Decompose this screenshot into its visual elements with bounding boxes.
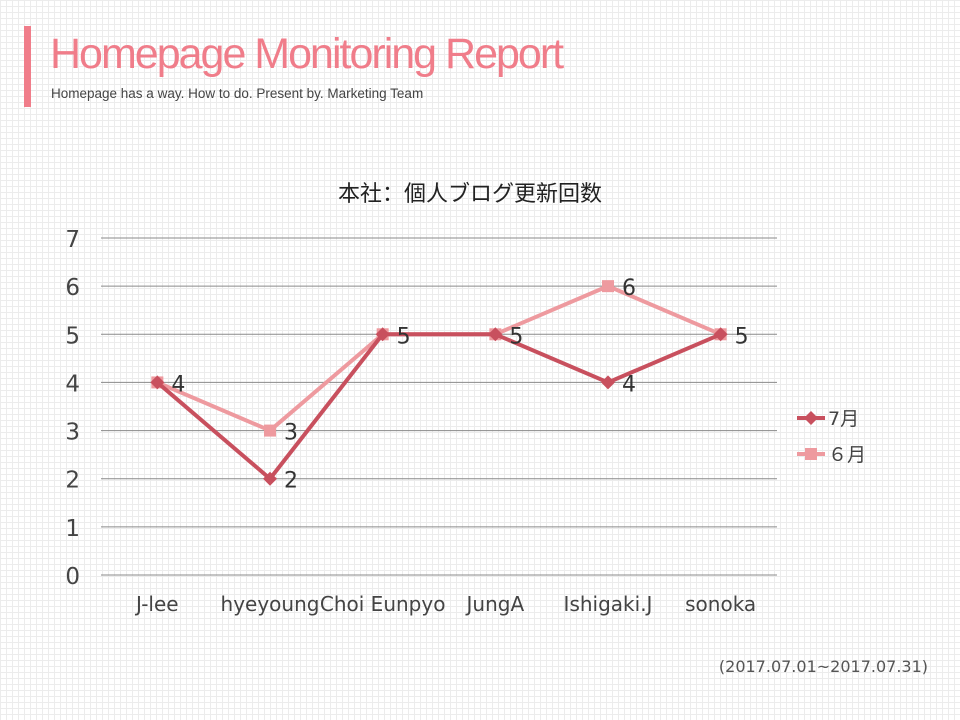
x-axis-tick-labels: J-lee hyeyoung Choi Eunpyo JungA Ishigaki.J s… (134, 592, 756, 616)
x-tick-label: hyeyoung (221, 592, 320, 616)
chart-title: 本社：個人ブログ更新回数 (338, 182, 602, 207)
series-line (155, 284, 723, 433)
y-tick-label: 7 (65, 227, 80, 253)
y-tick-label: 5 (65, 323, 80, 349)
data-label: 5 (397, 324, 411, 349)
series-point (602, 280, 614, 293)
header-accent-bar (24, 26, 31, 107)
y-tick-label: 6 (65, 275, 80, 301)
series-point (150, 375, 165, 390)
series-point (375, 327, 390, 342)
series-line (155, 332, 723, 481)
y-tick-label: 4 (65, 371, 80, 397)
y-tick-label: 3 (65, 420, 80, 446)
y-tick-label: 1 (65, 516, 80, 542)
data-label: 5 (735, 324, 749, 349)
chart-gridlines (101, 237, 777, 576)
chart-legend: 7月 ６月 (797, 408, 866, 466)
y-tick-label: 0 (65, 564, 80, 590)
legend-label: 7月 (828, 408, 859, 430)
legend-label: ６月 (828, 444, 866, 466)
data-label: 4 (171, 372, 185, 397)
series-point (713, 327, 728, 342)
chart-data-labels: 4 3 5 5 6 5 2 4 (171, 276, 748, 494)
data-label: 5 (509, 324, 523, 349)
report-period: (2017.07.01~2017.07.31) (718, 657, 928, 676)
data-label: 6 (622, 276, 636, 301)
x-tick-label: Ishigaki.J (564, 592, 653, 616)
y-axis-tick-labels: 0 1 2 3 4 5 6 7 (65, 227, 80, 590)
series-point (264, 424, 276, 437)
x-tick-label: sonoka (685, 592, 756, 616)
page-title: Homepage Monitoring Report (50, 30, 564, 78)
data-label: 2 (284, 469, 298, 494)
page-subtitle: Homepage has a way. How to do. Present b… (51, 86, 424, 101)
x-tick-label: J-lee (134, 592, 179, 616)
y-tick-label: 2 (65, 468, 80, 494)
series-point (263, 471, 277, 486)
x-tick-label: JungA (465, 592, 525, 616)
legend-marker (804, 411, 818, 425)
legend-marker (805, 448, 817, 460)
data-label: 3 (284, 421, 298, 446)
series-point (601, 375, 615, 390)
series-point (488, 327, 503, 342)
chart-series (150, 280, 728, 486)
x-tick-label: Choi Eunpyo (320, 592, 446, 616)
data-label: 4 (622, 372, 636, 397)
